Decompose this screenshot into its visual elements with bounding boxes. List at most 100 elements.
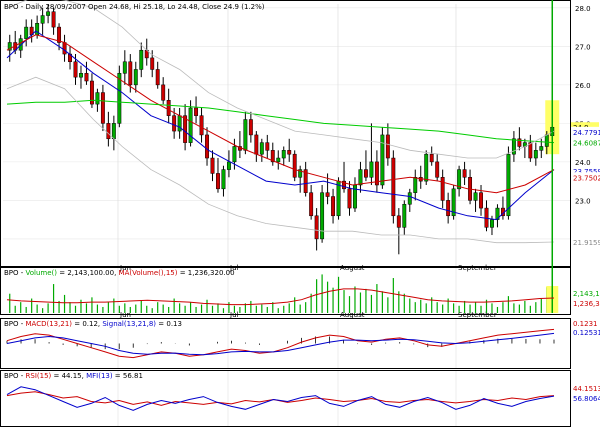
volume-ma-line — [6, 288, 555, 306]
candle-body — [402, 203, 407, 228]
candle-body — [314, 215, 319, 240]
price-tick-label: 28.0 — [575, 5, 591, 13]
rsi-line-rsi-15- — [6, 391, 555, 406]
candle-body — [155, 69, 160, 86]
candle-body — [413, 177, 418, 193]
candle-body — [539, 146, 544, 151]
price-tag-label: 24.7791 — [573, 129, 600, 137]
candle-body — [429, 153, 434, 163]
month-label-price: Jun — [119, 264, 131, 272]
volume-tag-label: 2,143,100 — [573, 290, 600, 298]
price-tag-bg — [571, 236, 600, 247]
candle-body — [479, 192, 483, 209]
candle-body — [374, 161, 379, 186]
overlay-ma-13- — [6, 30, 555, 221]
candle-body — [111, 123, 116, 140]
price-tag-label: 23.7559 — [573, 168, 600, 176]
candle-body — [73, 61, 78, 78]
price-tag-bg — [571, 166, 600, 177]
candles — [7, 4, 560, 255]
candle-body — [128, 61, 133, 86]
candle-body — [172, 115, 177, 132]
candle-body — [396, 215, 401, 228]
volume-tag-label: 1,236,320 — [573, 300, 600, 308]
candle-body — [336, 180, 341, 217]
candle-body — [166, 100, 171, 116]
title-part: MFI(13) — [86, 372, 113, 380]
title-part: BPO - — [4, 269, 26, 277]
candle-body — [281, 150, 286, 159]
overlay-bollinger-lower — [6, 76, 555, 244]
candle-body — [369, 161, 374, 178]
rsi-title: BPO - RSI(15) = 44.15, MFI(13) = 56.81 — [4, 372, 143, 380]
candle-body — [358, 169, 363, 186]
candle-body — [117, 73, 122, 124]
month-label-volume: August — [340, 311, 365, 319]
overlay-bollinger-upper — [6, 0, 555, 159]
candle-body — [446, 200, 451, 217]
candle-body — [161, 84, 166, 101]
candle-body — [457, 169, 462, 190]
candle-body — [380, 134, 385, 186]
price-tag-bg — [571, 137, 600, 148]
rsi-line-mfi-13- — [6, 386, 555, 411]
macd-tag-label: 0.125315 — [573, 329, 600, 337]
candle-body — [533, 150, 538, 159]
rsi-lines: 44.1513 56.8064 — [6, 385, 600, 411]
title-part: MA(Volume(),15) — [119, 269, 178, 277]
macd-line-signal-13-21-8- — [6, 332, 555, 356]
candle-body — [451, 188, 456, 217]
candle-body — [122, 61, 127, 74]
candle-body — [259, 142, 264, 155]
candle-body — [363, 169, 368, 178]
month-label-price: Jul — [229, 264, 239, 272]
candle-body — [342, 180, 346, 190]
candle-body — [46, 11, 51, 16]
candle-body — [407, 192, 412, 205]
title-part: = 0.12, — [72, 320, 102, 328]
candle-body — [473, 192, 478, 201]
candle-body — [177, 115, 182, 132]
rsi-panel — [0, 370, 571, 427]
price-tick-label: 24.0 — [575, 159, 591, 167]
month-label-volume: Jul — [229, 311, 239, 319]
candle-body — [24, 26, 29, 39]
candle-body — [243, 119, 248, 151]
candle-body — [216, 173, 220, 190]
overlay-ma-50- — [6, 34, 555, 194]
price-tick-label: 27.0 — [575, 43, 591, 51]
candle-body — [287, 150, 292, 155]
candle-body — [347, 188, 352, 209]
macd-line-macd-13-21- — [6, 328, 555, 359]
candle-body — [517, 138, 522, 147]
macd-panel — [0, 318, 571, 369]
candle-body — [298, 169, 303, 178]
candle-body — [210, 157, 215, 174]
title-part: RSI(15) — [26, 372, 52, 380]
month-label-volume: September — [458, 311, 497, 319]
price-tag-bg — [571, 172, 600, 183]
price-tag-bg — [571, 126, 600, 137]
title-part: Signal(13,21,8) — [102, 320, 156, 328]
price-tag-label: 23.7502 — [573, 174, 600, 182]
candle-body — [89, 80, 94, 105]
candle-body — [57, 26, 62, 43]
candle-body — [495, 207, 500, 220]
title-part: = 0.13 — [156, 320, 182, 328]
candle-body — [385, 134, 390, 159]
candle-body — [490, 219, 494, 228]
candle-body — [320, 192, 325, 240]
candle-body — [391, 157, 396, 217]
candle-body — [205, 134, 209, 159]
candle-body — [331, 196, 336, 217]
candle-body — [226, 161, 231, 170]
volume-title: BPO - Volume() = 2,143,100.00, MA(Volume… — [4, 269, 235, 277]
price-overlays — [6, 0, 555, 244]
candle-body — [7, 42, 12, 51]
candle-body — [62, 42, 67, 55]
candle-body — [462, 169, 467, 178]
macd-tag-label: 0.1231 — [573, 320, 598, 328]
title-part: = 2,143,100.00, — [57, 269, 119, 277]
